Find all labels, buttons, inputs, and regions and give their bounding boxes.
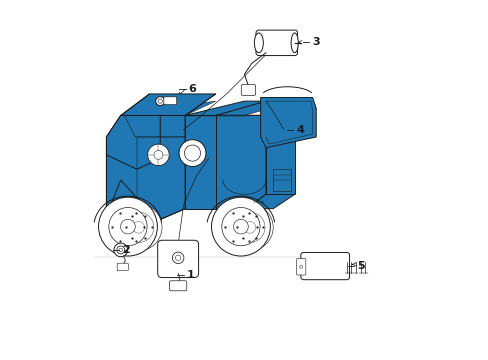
Text: 5: 5 [356, 261, 364, 271]
Polygon shape [273, 169, 290, 191]
Ellipse shape [254, 33, 263, 53]
FancyBboxPatch shape [255, 30, 297, 55]
Ellipse shape [233, 219, 248, 234]
Polygon shape [260, 98, 316, 148]
Polygon shape [215, 101, 294, 116]
Ellipse shape [175, 255, 181, 261]
Text: 1: 1 [186, 270, 194, 280]
Polygon shape [121, 94, 215, 116]
Ellipse shape [99, 197, 157, 256]
Text: 6: 6 [188, 84, 196, 94]
Text: 3: 3 [312, 37, 319, 47]
FancyBboxPatch shape [158, 240, 198, 278]
FancyBboxPatch shape [117, 263, 128, 271]
Polygon shape [246, 194, 294, 209]
Ellipse shape [244, 221, 255, 233]
Ellipse shape [123, 212, 154, 243]
Ellipse shape [109, 207, 147, 246]
Polygon shape [106, 180, 137, 220]
Polygon shape [265, 101, 294, 194]
Ellipse shape [117, 246, 124, 254]
FancyBboxPatch shape [296, 258, 305, 275]
Ellipse shape [158, 99, 162, 103]
Ellipse shape [226, 204, 273, 251]
FancyBboxPatch shape [169, 281, 186, 291]
Ellipse shape [114, 243, 127, 257]
Ellipse shape [115, 204, 162, 251]
Ellipse shape [133, 221, 144, 233]
Ellipse shape [290, 33, 298, 53]
FancyBboxPatch shape [241, 85, 255, 95]
Ellipse shape [234, 212, 264, 243]
Polygon shape [106, 116, 185, 220]
Ellipse shape [184, 145, 200, 161]
Ellipse shape [172, 252, 183, 264]
Ellipse shape [222, 207, 260, 246]
Text: 2: 2 [122, 245, 130, 255]
Ellipse shape [155, 96, 164, 105]
Polygon shape [106, 116, 160, 169]
Ellipse shape [179, 140, 205, 167]
Polygon shape [185, 116, 215, 209]
FancyBboxPatch shape [163, 97, 176, 105]
Ellipse shape [299, 265, 302, 268]
Ellipse shape [154, 150, 163, 159]
Polygon shape [185, 101, 265, 116]
FancyBboxPatch shape [300, 252, 349, 280]
Ellipse shape [147, 144, 169, 166]
Ellipse shape [119, 248, 122, 252]
Ellipse shape [121, 219, 135, 234]
Text: 4: 4 [296, 125, 304, 135]
Polygon shape [121, 101, 215, 116]
Ellipse shape [211, 197, 270, 256]
Polygon shape [185, 116, 265, 209]
